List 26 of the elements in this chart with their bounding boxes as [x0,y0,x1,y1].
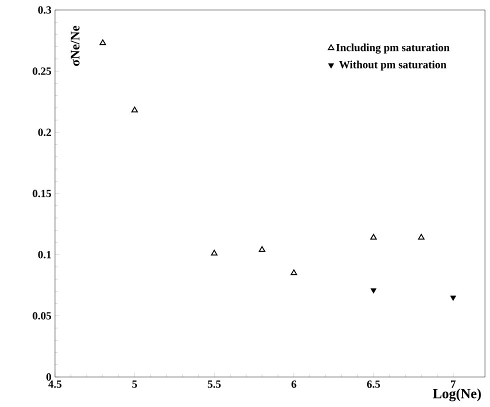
x-tick-label: 5.5 [208,380,221,388]
point [370,234,377,240]
y-tick-label: 0.3 [38,6,52,14]
point [211,250,218,256]
y-tick-label: 0.25 [32,67,52,75]
point [450,296,456,301]
point [100,39,106,46]
x-tick-label: 5 [132,380,137,388]
legend-label: Including pm saturation [336,44,450,54]
point [258,246,266,252]
y-tick-label: 0.1 [38,250,51,258]
point [131,106,138,112]
y-tick-label: 0.2 [38,128,51,136]
point [418,234,425,240]
x-tick-label: 4.5 [48,380,62,388]
x-tick-label: 6.5 [367,380,380,388]
x-axis-title: Log(Ne) [432,388,481,402]
x-tick-label: 7 [451,380,456,388]
y-axis-title: σNe/Ne [70,26,80,66]
point [290,269,298,276]
y-tick-label: 0 [46,373,52,381]
y-tick-label: 0.15 [32,190,52,198]
legend-label: Without pm saturation [339,60,446,71]
y-tick-label: 0.05 [32,312,52,320]
point [370,288,376,294]
x-tick-label: 6 [292,380,296,388]
